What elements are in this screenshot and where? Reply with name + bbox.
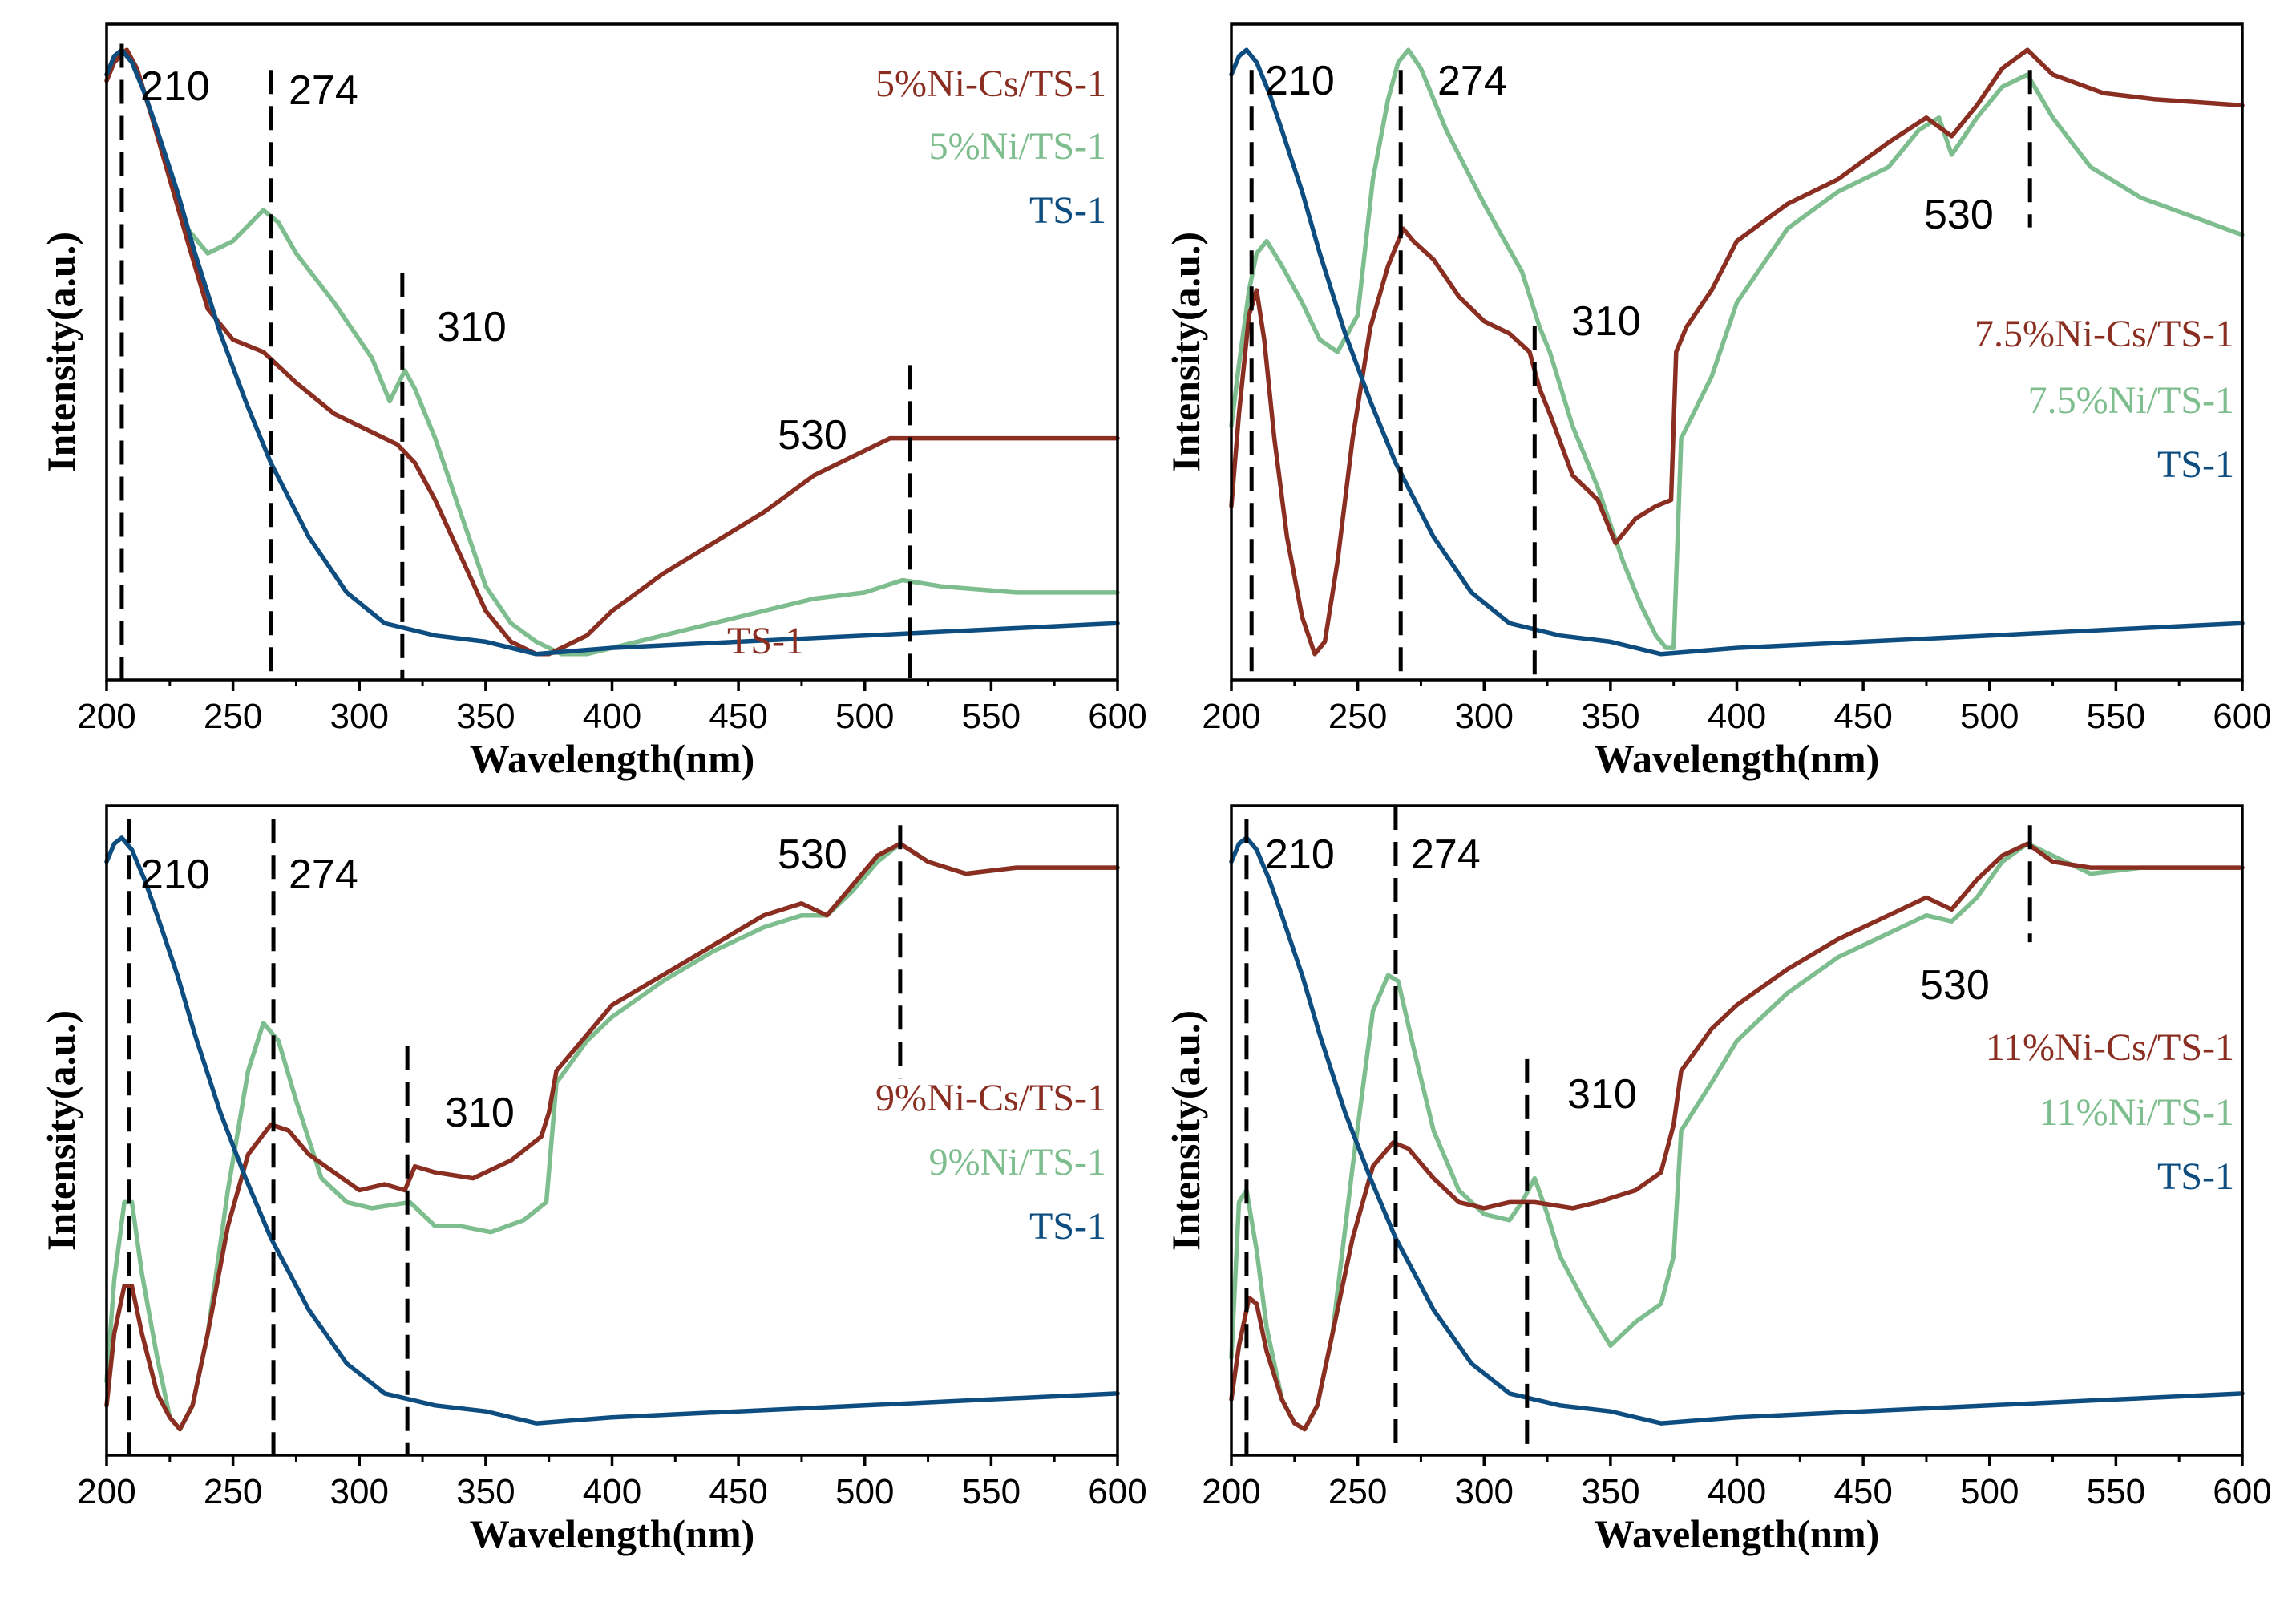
x-tick-label: 550: [2087, 697, 2145, 736]
x-tick-label: 600: [1088, 1472, 1146, 1511]
x-tick-label: 550: [2087, 1472, 2145, 1511]
peak-label-210: 210: [140, 851, 210, 898]
x-tick-label: 500: [835, 697, 894, 736]
annotation-ts1: TS-1: [727, 620, 804, 662]
peak-label-210: 210: [140, 63, 210, 110]
x-tick-label: 400: [1708, 697, 1766, 736]
x-tick-label: 600: [1088, 697, 1146, 736]
x-tick-label: 400: [583, 697, 641, 736]
peak-label-210: 210: [1265, 58, 1335, 104]
peak-label-274: 274: [289, 67, 358, 114]
chart-panel-3: 210 274 310 530 200 250 300 350 400 450 500 550 600 W…: [38, 804, 1147, 1556]
x-tick-label: 500: [835, 1472, 894, 1511]
x-tick-label: 450: [709, 1472, 767, 1511]
peak-label-274: 274: [1411, 831, 1481, 878]
x-tick-label: 550: [962, 1472, 1021, 1511]
x-tick-label: 250: [204, 697, 262, 736]
x-tick-label: 200: [77, 1472, 135, 1511]
x-tick-label: 500: [1960, 1472, 2019, 1511]
peak-label-310: 310: [437, 304, 507, 350]
x-tick-label: 200: [1202, 1472, 1260, 1511]
x-axis-title: Wavelength(nm): [470, 736, 755, 781]
x-tick-label: 300: [330, 697, 389, 736]
x-tick-label: 300: [1455, 697, 1514, 736]
x-tick-label: 550: [962, 697, 1021, 736]
legend-entry: TS-1: [1029, 1205, 1106, 1248]
x-tick-label: 250: [1328, 697, 1387, 736]
x-tick-label: 450: [1833, 697, 1892, 736]
series-line-ts-1: [104, 47, 1120, 657]
x-tick-label: 600: [2213, 697, 2271, 736]
x-tick-label: 250: [1328, 1472, 1387, 1511]
x-tick-label: 200: [77, 697, 135, 736]
peak-label-530: 530: [778, 412, 847, 459]
peak-label-530: 530: [1920, 962, 1990, 1009]
y-axis-title: Intensity(a.u.): [1163, 1010, 1208, 1251]
x-tick-label: 300: [330, 1472, 389, 1511]
x-tick-label: 600: [2213, 1472, 2271, 1511]
peak-label-274: 274: [289, 851, 358, 898]
x-tick-label: 400: [1708, 1472, 1766, 1511]
series-line-7-5-ni-ts-1: [1229, 47, 2245, 650]
x-tick-label: 350: [456, 1472, 515, 1511]
peak-label-310: 310: [1567, 1071, 1637, 1118]
peak-label-310: 310: [445, 1090, 515, 1136]
y-axis-title: Intensity(a.u.): [1163, 232, 1208, 472]
peak-label-274: 274: [1437, 58, 1507, 104]
x-tick-label: 350: [1581, 697, 1639, 736]
x-tick-label: 250: [204, 1472, 262, 1511]
x-tick-label: 450: [1833, 1472, 1892, 1511]
legend-entry: TS-1: [2157, 1155, 2234, 1198]
legend-entry: 9%Ni/TS-1: [929, 1141, 1106, 1183]
chart-panel-1: 210 274 310 530 200 250 300 350 400 450 500 550 600 W…: [38, 22, 1147, 781]
legend-entry: 9%Ni-Cs/TS-1: [875, 1077, 1106, 1119]
peak-label-210: 210: [1265, 831, 1335, 878]
x-tick-label: 200: [1202, 697, 1260, 736]
legend-entry: TS-1: [1029, 189, 1106, 232]
peak-label-530: 530: [1924, 192, 1994, 238]
x-tick-label: 500: [1960, 697, 2019, 736]
series-line-ts-1: [1229, 47, 2245, 657]
x-tick-label: 300: [1455, 1472, 1514, 1511]
legend-entry: 11%Ni-Cs/TS-1: [1986, 1026, 2234, 1069]
series-line-11-ni-cs-ts-1: [1229, 841, 2245, 1432]
chart-panel-4: 210 274 310 530 200 250 300 350 400 450 500 550 600 W…: [1163, 804, 2272, 1556]
legend-entry: 11%Ni/TS-1: [2039, 1091, 2234, 1134]
x-axis-title: Wavelength(nm): [1595, 736, 1880, 781]
x-axis-title: Wavelength(nm): [470, 1511, 755, 1556]
series-line-9-ni-ts-1: [104, 841, 1120, 1432]
x-tick-label: 350: [456, 697, 515, 736]
series-line-ts-1: [104, 835, 1120, 1426]
legend-entry: TS-1: [2157, 443, 2234, 486]
y-axis-title: Intensity(a.u.): [38, 232, 83, 472]
x-tick-label: 400: [583, 1472, 641, 1511]
series-line-7-5-ni-cs-ts-1: [1229, 47, 2245, 657]
legend-entry: 5%Ni-Cs/TS-1: [875, 63, 1106, 105]
x-tick-label: 450: [709, 697, 767, 736]
x-tick-label: 350: [1581, 1472, 1639, 1511]
series-line-5-ni-cs-ts-1: [104, 47, 1120, 657]
peak-label-530: 530: [778, 831, 847, 878]
x-axis-title: Wavelength(nm): [1595, 1511, 1880, 1556]
series-line-9-ni-cs-ts-1: [104, 841, 1120, 1432]
series-line-11-ni-ts-1: [1229, 841, 2245, 1432]
plot-frame: [105, 804, 1119, 1457]
series-line-ts-1: [1229, 835, 2245, 1426]
legend-entry: 5%Ni/TS-1: [929, 125, 1106, 168]
peak-label-310: 310: [1571, 298, 1641, 345]
chart-panel-2: 210 274 310 530 200 250 300 350 400 450 500 550 600 W…: [1163, 22, 2272, 781]
legend-entry: 7.5%Ni-Cs/TS-1: [1975, 313, 2234, 355]
y-axis-title: Intensity(a.u.): [38, 1010, 83, 1251]
legend-entry: 7.5%Ni/TS-1: [2028, 379, 2234, 422]
